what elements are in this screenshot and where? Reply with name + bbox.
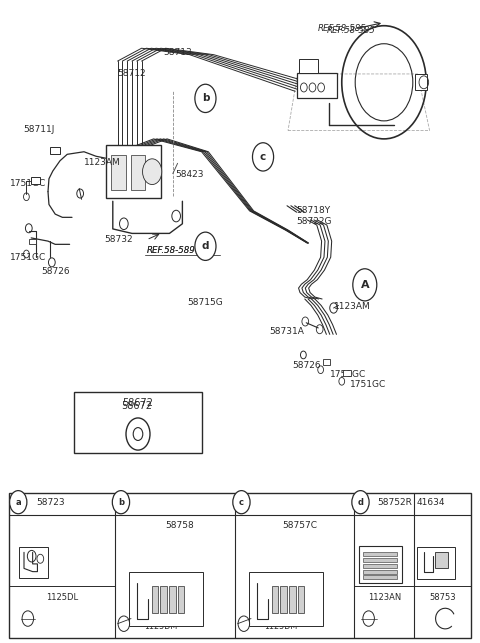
Circle shape bbox=[353, 269, 377, 301]
Text: 58732: 58732 bbox=[105, 235, 133, 244]
Bar bbox=[111, 155, 126, 190]
Text: 1125AD: 1125AD bbox=[144, 611, 176, 620]
Bar bbox=[363, 558, 397, 562]
Circle shape bbox=[195, 84, 216, 113]
Bar bbox=[160, 586, 167, 613]
Bar bbox=[363, 570, 397, 574]
Bar bbox=[363, 564, 397, 568]
Text: 58731A: 58731A bbox=[270, 327, 305, 336]
Text: 1123AM: 1123AM bbox=[334, 302, 371, 311]
Text: d: d bbox=[358, 498, 363, 507]
Text: d: d bbox=[202, 241, 209, 251]
Bar bbox=[299, 59, 318, 73]
Text: 1125DM: 1125DM bbox=[144, 622, 177, 631]
Text: REF.58-589: REF.58-589 bbox=[146, 246, 195, 255]
Bar bbox=[106, 145, 161, 198]
Bar bbox=[363, 552, 397, 556]
Bar bbox=[417, 547, 455, 579]
Text: b: b bbox=[118, 498, 124, 507]
Bar bbox=[131, 155, 145, 190]
Bar bbox=[343, 370, 351, 376]
Circle shape bbox=[352, 491, 369, 514]
Bar bbox=[129, 572, 203, 626]
Text: 58712: 58712 bbox=[118, 69, 146, 78]
Circle shape bbox=[195, 232, 216, 260]
Circle shape bbox=[252, 143, 274, 171]
Text: A: A bbox=[360, 280, 369, 290]
Bar bbox=[152, 586, 158, 613]
Bar bbox=[272, 586, 278, 613]
Bar bbox=[280, 586, 287, 613]
Circle shape bbox=[233, 491, 250, 514]
Bar bbox=[435, 552, 448, 568]
Bar bbox=[31, 177, 40, 184]
Text: 1125AD: 1125AD bbox=[264, 611, 296, 620]
Bar bbox=[289, 586, 296, 613]
Text: 58715G: 58715G bbox=[187, 298, 223, 307]
Bar bbox=[249, 572, 323, 626]
Text: REF.58-585: REF.58-585 bbox=[318, 24, 367, 33]
Text: 41634: 41634 bbox=[416, 498, 445, 507]
Text: c: c bbox=[239, 498, 244, 507]
Text: 1751GC: 1751GC bbox=[350, 380, 387, 389]
Text: REF.58-589: REF.58-589 bbox=[146, 246, 195, 255]
Text: 58713: 58713 bbox=[163, 48, 192, 57]
Bar bbox=[298, 586, 304, 613]
Text: 58758: 58758 bbox=[166, 521, 194, 530]
Text: 58757C: 58757C bbox=[282, 521, 317, 530]
Text: 58723: 58723 bbox=[36, 498, 65, 507]
Text: a: a bbox=[15, 498, 21, 507]
Bar bbox=[29, 239, 36, 244]
Text: 1123AN: 1123AN bbox=[368, 593, 401, 602]
Text: 58672: 58672 bbox=[122, 397, 154, 408]
Text: REF.58-585: REF.58-585 bbox=[326, 26, 375, 35]
Text: b: b bbox=[202, 93, 209, 104]
Text: 58755C: 58755C bbox=[251, 575, 280, 584]
Text: 58753: 58753 bbox=[430, 593, 456, 602]
Bar bbox=[359, 546, 402, 583]
Bar bbox=[50, 147, 60, 154]
Text: 58755B: 58755B bbox=[289, 610, 319, 619]
Bar bbox=[9, 493, 471, 638]
Bar bbox=[178, 586, 184, 613]
Circle shape bbox=[112, 491, 130, 514]
Text: 58718Y: 58718Y bbox=[297, 206, 331, 215]
Bar bbox=[415, 74, 427, 90]
Text: 1123AM: 1123AM bbox=[84, 158, 121, 167]
Text: 1751GC: 1751GC bbox=[10, 253, 46, 262]
Text: 58755C: 58755C bbox=[131, 575, 160, 584]
Text: 1751GC: 1751GC bbox=[330, 370, 367, 379]
Bar bbox=[323, 359, 330, 365]
Text: 58423: 58423 bbox=[175, 170, 204, 179]
Text: 58672: 58672 bbox=[121, 401, 152, 411]
Text: 1751GC: 1751GC bbox=[10, 179, 46, 188]
Bar bbox=[19, 547, 48, 578]
Text: 58752R: 58752R bbox=[377, 498, 412, 507]
Text: 1125DM: 1125DM bbox=[264, 622, 297, 631]
Text: 58722G: 58722G bbox=[297, 217, 332, 226]
Circle shape bbox=[143, 159, 162, 185]
Bar bbox=[297, 73, 337, 98]
Bar bbox=[363, 575, 397, 579]
Text: 58726: 58726 bbox=[41, 267, 70, 276]
Circle shape bbox=[10, 491, 27, 514]
Bar bbox=[74, 392, 202, 453]
Text: 58726: 58726 bbox=[292, 361, 321, 370]
Bar bbox=[169, 586, 176, 613]
Text: 58711J: 58711J bbox=[23, 125, 54, 134]
Text: 58755: 58755 bbox=[172, 610, 196, 619]
Text: c: c bbox=[260, 152, 266, 162]
Text: 1125DL: 1125DL bbox=[46, 593, 78, 602]
